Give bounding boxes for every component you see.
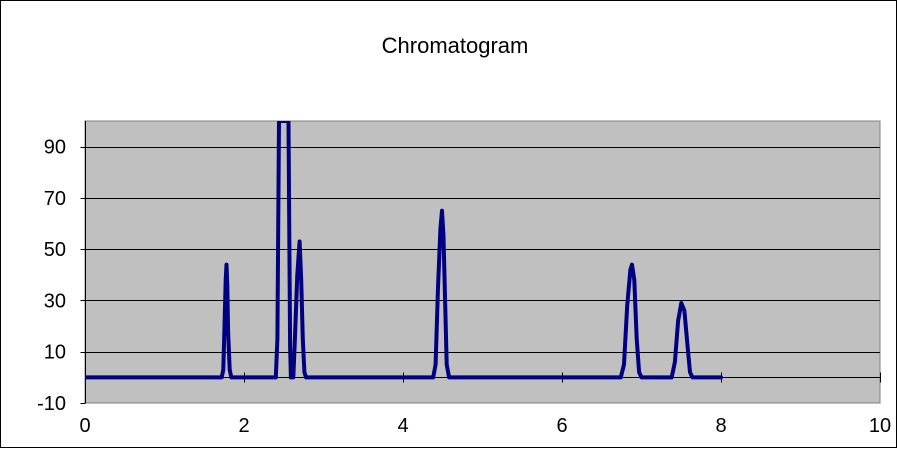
y-tick-label: 30 (44, 290, 66, 312)
chart-title: Chromatogram (382, 33, 529, 58)
y-tick-label: 90 (44, 137, 66, 159)
y-tick-label: 10 (44, 342, 66, 364)
tick-labels: 0 2 4 6 8 10 -10 10 30 50 70 90 (37, 137, 891, 437)
x-tick-label: 10 (869, 415, 891, 437)
x-tick-label: 2 (238, 415, 249, 437)
y-tick-label: -10 (37, 393, 66, 415)
plot-area (84, 120, 881, 404)
x-tick-label: 8 (715, 415, 726, 437)
y-tick-label: 70 (44, 188, 66, 210)
x-tick-label: 4 (397, 415, 408, 437)
x-tick-label: 6 (556, 415, 567, 437)
y-tick-label: 50 (44, 239, 66, 261)
series-layer (85, 121, 723, 380)
series-line-0 (85, 121, 723, 380)
gridlines (85, 147, 880, 353)
x-tick-label: 0 (79, 415, 90, 437)
